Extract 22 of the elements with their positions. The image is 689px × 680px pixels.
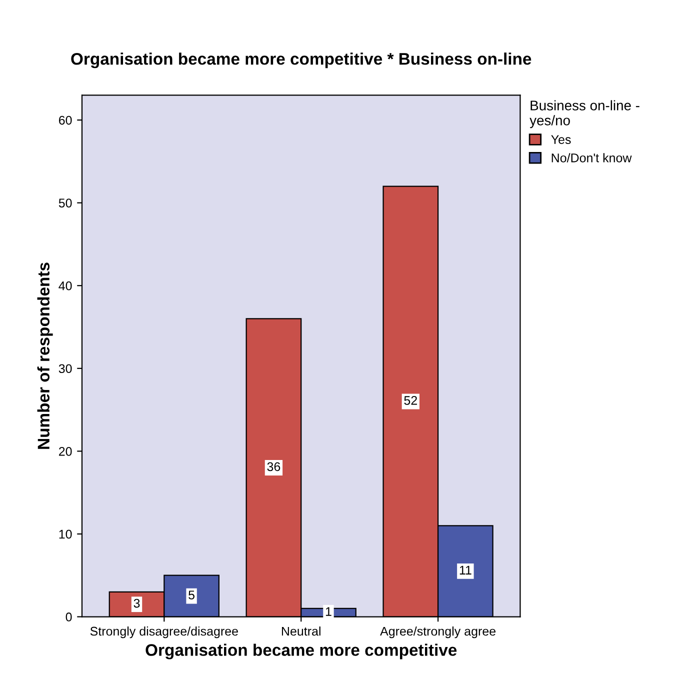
y-tick-label: 10 [59,530,72,539]
x-tick-label: Strongly disagree/disagree [90,626,238,638]
x-tick-label: Neutral [282,626,320,636]
x-tick-label: Agree/strongly agree [380,626,496,638]
data-label: 3 [134,598,140,608]
y-tick-label: 40 [58,281,72,290]
legend-title: Business on-line - yes/no [530,100,640,128]
y-tick-label: 50 [58,198,72,208]
legend-label: Yes [551,135,571,144]
legend-label: No/Don't know [552,153,632,162]
data-label: 1 [326,607,332,616]
chart-title: Organisation became more competitive * Business on-line [71,52,532,68]
y-tick-label: 60 [59,116,72,125]
data-label: 11 [460,566,472,574]
data-label: 5 [188,590,194,600]
y-axis-title: Number of respondents [37,262,53,449]
x-axis-title: Organisation became more competitive [146,644,457,660]
y-tick-label: 30 [58,364,72,374]
data-label: 52 [404,396,417,405]
y-tick-label: 0 [66,612,72,622]
data-label: 36 [267,462,280,472]
y-tick-label: 20 [58,446,72,456]
